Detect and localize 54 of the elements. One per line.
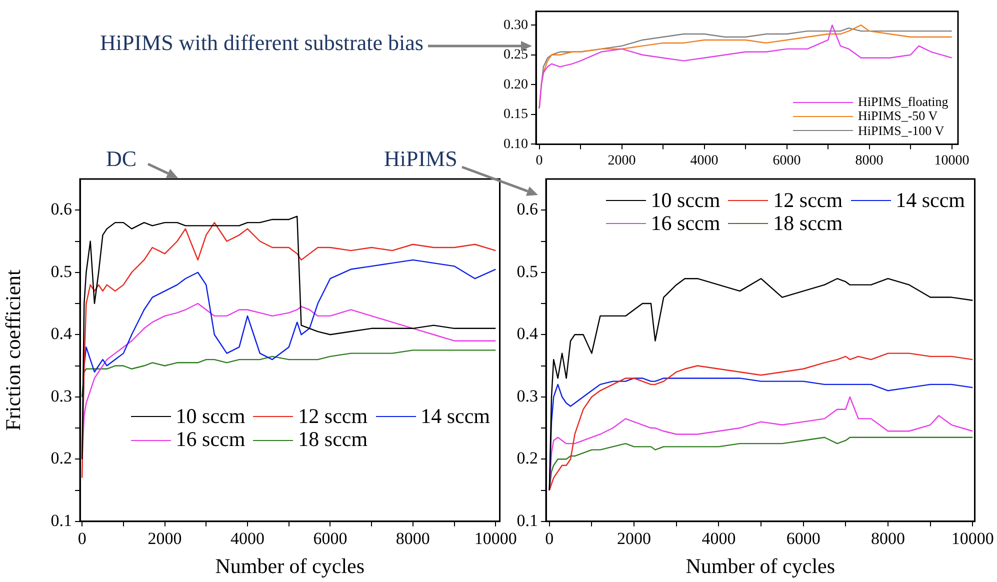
text: HiPIMS	[384, 146, 458, 172]
y-tick-label: 0.5	[50, 262, 72, 281]
y-axis-title: Friction coefficient	[1, 269, 26, 431]
x-tick-label: 10000	[951, 529, 994, 548]
legend-label: 18 sccm	[773, 211, 843, 236]
y-tick-label: 0.4	[516, 324, 538, 344]
y-tick-label: 0.3	[50, 386, 72, 406]
x-tick-label: 2000	[617, 529, 652, 548]
y-tick-label: 0.3	[516, 386, 538, 406]
x-tick-label: 8000	[855, 153, 884, 168]
x-axis-title: Number of cycles	[215, 554, 365, 578]
legend-label: 16 sccm	[176, 427, 246, 452]
legend-label: 16 sccm	[650, 211, 720, 236]
x-tick-label: 10000	[474, 529, 517, 548]
legend-label: 10 sccm	[176, 404, 246, 428]
legend-label: HiPIMS_-100 V	[858, 122, 944, 138]
legend-label: 10 sccm	[650, 188, 720, 212]
y-tick-label: 0.10	[504, 136, 528, 152]
x-tick-label: 2000	[608, 153, 636, 168]
legend-label: 12 sccm	[773, 188, 843, 212]
x-tick-label: 8000	[871, 529, 905, 548]
y-tick-label: 0.2	[516, 448, 538, 468]
legend-label: 14 sccm	[420, 404, 490, 428]
y-tick-label: 0.6	[50, 200, 72, 219]
text: HiPIMS with different substrate bias	[100, 30, 424, 56]
x-tick-label: 10000	[934, 153, 970, 168]
x-tick-label: 6000	[786, 529, 820, 548]
y-tick-label: 0.1	[50, 510, 72, 530]
y-tick-label: 0.25	[504, 48, 528, 63]
text: DC	[106, 146, 137, 172]
y-tick-label: 0.6	[516, 200, 538, 219]
legend-label: 18 sccm	[298, 427, 368, 452]
y-tick-label: 0.15	[504, 107, 528, 122]
x-axis-title: Number of cycles	[686, 554, 836, 578]
x-tick-label: 4000	[690, 153, 718, 168]
y-tick-label: 0.1	[516, 510, 538, 530]
x-tick-label: 0	[78, 529, 86, 548]
x-tick-label: 0	[545, 529, 554, 548]
y-tick-label: 0.4	[50, 324, 72, 344]
y-tick-label: 0.20	[504, 77, 528, 92]
legend-label: HiPIMS_floating	[858, 94, 948, 110]
x-tick-label: 6000	[313, 529, 348, 548]
x-tick-label: 2000	[148, 529, 182, 548]
x-tick-label: 0	[536, 153, 543, 168]
y-tick-label: 0.5	[516, 262, 538, 281]
x-tick-label: 8000	[396, 529, 430, 548]
x-tick-label: 4000	[230, 529, 264, 548]
legend-label: 14 sccm	[896, 188, 965, 212]
y-tick-label: 0.2	[50, 448, 72, 468]
legend-label: 12 sccm	[298, 404, 368, 428]
legend-label: HiPIMS_-50 V	[858, 108, 938, 124]
x-tick-label: 6000	[772, 153, 801, 168]
y-tick-label: 0.30	[504, 18, 528, 33]
x-tick-label: 4000	[702, 529, 736, 548]
